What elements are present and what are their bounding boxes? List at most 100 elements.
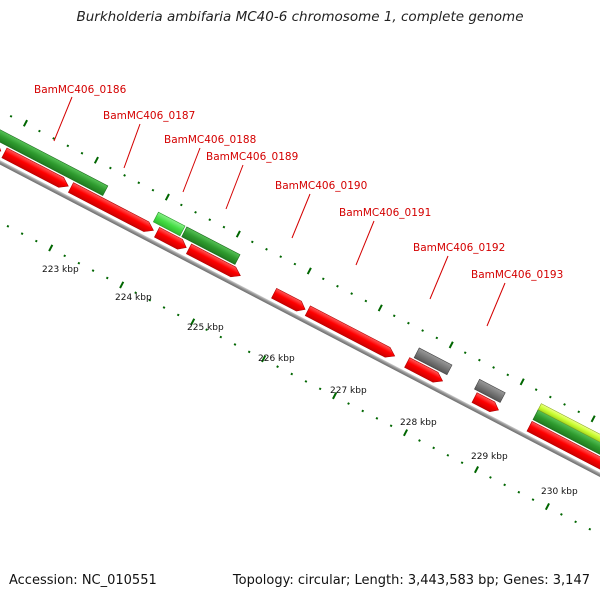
scale-major-tick xyxy=(261,355,267,363)
upper-major-tick xyxy=(590,415,596,423)
scale-minor-tick xyxy=(176,313,180,317)
leader-line-0187 xyxy=(123,123,141,169)
map-title: Burkholderia ambifaria MC40-6 chromosome… xyxy=(76,9,524,25)
scale-major-tick xyxy=(119,281,125,289)
upper-minor-tick xyxy=(123,174,126,177)
upper-minor-tick xyxy=(336,284,339,288)
scale-minor-tick xyxy=(105,276,109,280)
leader-line-0188 xyxy=(182,147,201,193)
kbp-scale xyxy=(6,224,592,531)
upper-major-tick xyxy=(235,230,241,238)
gene-label-0187: BamMC406_0187 xyxy=(103,110,195,122)
kbp-label-230: 230 kbp xyxy=(541,487,578,497)
upper-minor-tick xyxy=(350,292,354,295)
scale-minor-tick xyxy=(318,387,322,391)
upper-minor-tick xyxy=(364,299,368,303)
kbp-label-227: 227 kbp xyxy=(330,386,367,396)
genome-backbone xyxy=(0,125,600,508)
scale-minor-tick xyxy=(219,335,223,339)
scale-minor-tick xyxy=(162,306,166,309)
leader-line-0191 xyxy=(355,220,375,266)
scale-minor-tick xyxy=(148,298,152,302)
upper-major-tick xyxy=(93,156,99,164)
scale-major-tick xyxy=(190,318,196,326)
gene-label-0189: BamMC406_0189 xyxy=(206,151,298,163)
scale-minor-tick xyxy=(503,483,506,487)
topology-text: Topology: circular; Length: 3,443,583 bp… xyxy=(232,573,590,588)
accession-text: Accession: NC_010551 xyxy=(9,573,157,588)
cds-arrow-0190 xyxy=(271,287,306,312)
leader-line-0186 xyxy=(53,96,73,142)
upper-major-tick xyxy=(22,119,28,127)
scale-minor-tick xyxy=(233,343,237,346)
upper-minor-tick xyxy=(563,403,566,406)
scale-minor-tick xyxy=(489,476,492,479)
upper-minor-tick xyxy=(38,129,41,133)
gene-feature-0193-lime xyxy=(537,403,600,456)
scale-minor-tick xyxy=(91,269,95,272)
scale-minor-tick xyxy=(418,439,421,442)
gene-label-0192: BamMC406_0192 xyxy=(413,242,505,254)
upper-minor-tick xyxy=(321,277,325,281)
scale-minor-tick xyxy=(361,409,365,413)
upper-major-tick xyxy=(448,341,454,349)
scale-major-tick xyxy=(473,466,479,474)
kbp-label-224: 224 kbp xyxy=(115,293,152,303)
kbp-label-229: 229 kbp xyxy=(471,452,508,462)
scale-minor-tick xyxy=(6,224,10,228)
scale-minor-tick xyxy=(347,402,350,405)
cds-arrow-0191b xyxy=(404,357,444,383)
kbp-label-226: 226 kbp xyxy=(258,354,295,364)
upper-minor-tick xyxy=(137,181,141,185)
scale-major-tick xyxy=(544,503,550,511)
gene-feature-0189 xyxy=(181,226,241,265)
scale-minor-tick xyxy=(560,513,563,516)
upper-major-tick xyxy=(519,378,525,386)
leader-line-0189 xyxy=(225,164,244,210)
scale-minor-tick xyxy=(517,490,521,494)
scale-minor-tick xyxy=(276,365,279,368)
gene-labels: BamMC406_0186 BamMC406_0187 BamMC406_018… xyxy=(34,84,563,327)
upper-minor-tick xyxy=(549,395,552,399)
scale-minor-tick xyxy=(574,520,577,524)
upper-minor-tick xyxy=(435,336,439,340)
scale-minor-tick xyxy=(531,498,535,501)
upper-minor-tick xyxy=(478,358,481,362)
kbp-label-225: 225 kbp xyxy=(187,323,224,333)
scale-minor-tick xyxy=(77,261,81,265)
scale-major-tick xyxy=(48,244,54,252)
scale-minor-tick xyxy=(446,453,450,457)
gene-track xyxy=(0,126,600,466)
upper-minor-tick xyxy=(506,373,510,377)
upper-minor-tick xyxy=(279,255,283,259)
kbp-label-228: 228 kbp xyxy=(400,418,437,428)
upper-minor-tick xyxy=(463,351,467,355)
upper-minor-tick xyxy=(194,210,197,214)
scale-minor-tick xyxy=(205,328,208,332)
pseudogene-0193 xyxy=(474,378,506,403)
gene-label-0193: BamMC406_0193 xyxy=(471,269,563,281)
upper-minor-tick xyxy=(9,114,13,118)
upper-tick-row xyxy=(9,114,596,423)
upper-minor-tick xyxy=(208,218,212,222)
scale-minor-tick xyxy=(134,291,137,295)
upper-minor-tick xyxy=(222,225,226,229)
cds-arrow-0192b xyxy=(471,392,499,413)
upper-minor-tick xyxy=(109,166,112,170)
scale-minor-tick xyxy=(375,417,379,420)
scale-major-tick xyxy=(403,429,409,437)
scale-minor-tick xyxy=(389,424,393,428)
scale-minor-tick xyxy=(460,461,464,465)
scale-minor-tick xyxy=(34,239,38,243)
upper-minor-tick xyxy=(293,262,297,266)
upper-minor-tick xyxy=(66,144,70,148)
upper-major-tick xyxy=(306,267,312,275)
upper-major-tick xyxy=(377,304,383,312)
scale-major-tick xyxy=(332,392,338,400)
cds-arrow-0191 xyxy=(304,305,396,358)
cds-track xyxy=(0,130,600,473)
scale-minor-tick xyxy=(290,372,294,376)
gene-feature-0188 xyxy=(152,211,186,237)
cds-arrow-0193 xyxy=(526,420,600,473)
